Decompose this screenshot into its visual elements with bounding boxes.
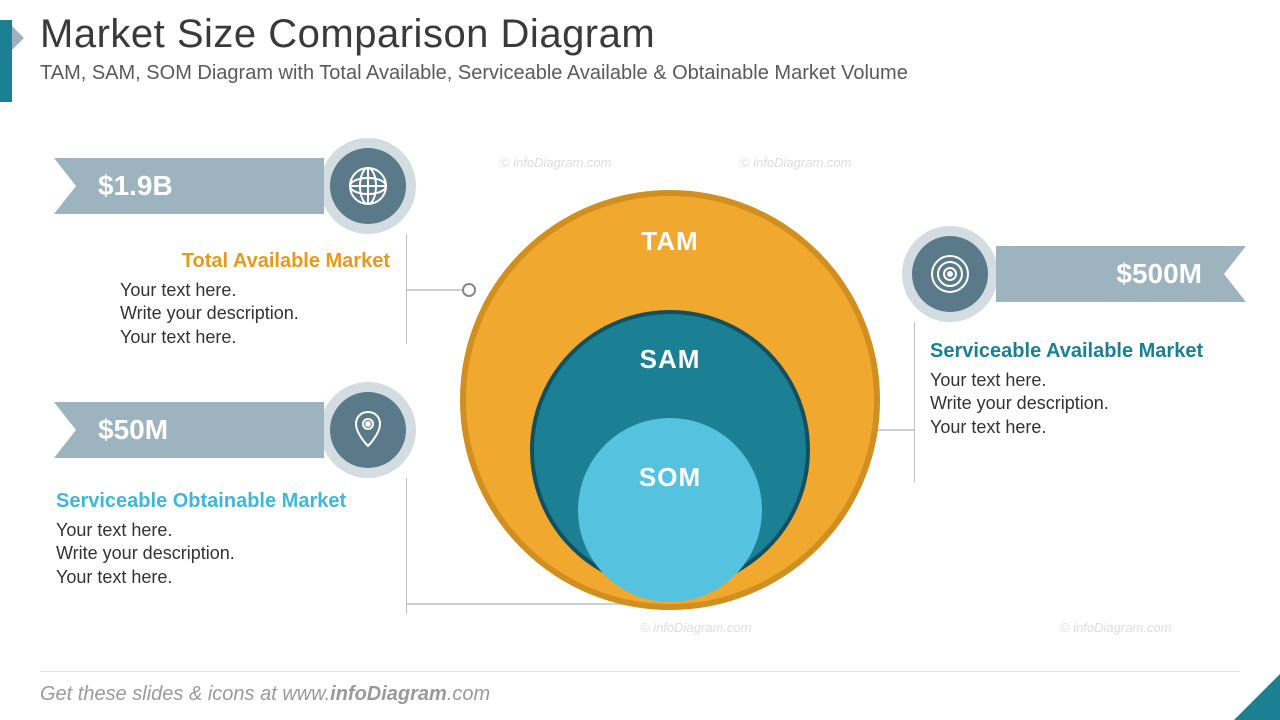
tam-sam-som-diagram: TAM SAM SOM [460,190,880,610]
sam-body: Your text here.Write your description.Yo… [930,369,1250,439]
tam-value-ribbon: $1.9B [54,158,324,214]
watermark: © infoDiagram.com [640,620,751,635]
sam-value-ribbon: $500M [996,246,1246,302]
sam-value: $500M [1116,258,1202,290]
som-value: $50M [98,414,168,446]
tam-heading: Total Available Market [120,250,390,273]
corner-accent [1234,674,1280,720]
sam-heading: Serviceable Available Market [930,340,1250,363]
accent-bar [0,20,12,102]
tam-value: $1.9B [98,170,173,202]
som-body: Your text here.Write your description.Yo… [56,519,390,589]
target-icon [912,236,988,312]
sam-callout: Serviceable Available Market Your text h… [930,340,1250,439]
watermark: © infoDiagram.com [500,155,611,170]
watermark: © infoDiagram.com [1060,620,1171,635]
page-subtitle: TAM, SAM, SOM Diagram with Total Availab… [40,62,908,85]
sam-rule [914,322,915,482]
tam-body: Your text here.Write your description.Yo… [120,279,390,349]
tam-callout: Total Available Market Your text here.Wr… [120,250,390,349]
globe-icon [330,148,406,224]
footer-divider [40,671,1240,672]
tam-label: TAM [466,226,874,257]
page-title: Market Size Comparison Diagram [40,12,655,57]
som-callout: Serviceable Obtainable Market Your text … [56,490,390,589]
sam-label: SAM [534,344,806,375]
pin-icon [330,392,406,468]
som-heading: Serviceable Obtainable Market [56,490,390,513]
som-label: SOM [578,462,762,493]
som-circle: SOM [578,418,762,602]
watermark: © infoDiagram.com [740,155,851,170]
som-rule [406,478,407,614]
som-value-ribbon: $50M [54,402,324,458]
footer-text: Get these slides & icons at www.infoDiag… [40,683,490,706]
slide: Market Size Comparison Diagram TAM, SAM,… [0,0,1280,720]
